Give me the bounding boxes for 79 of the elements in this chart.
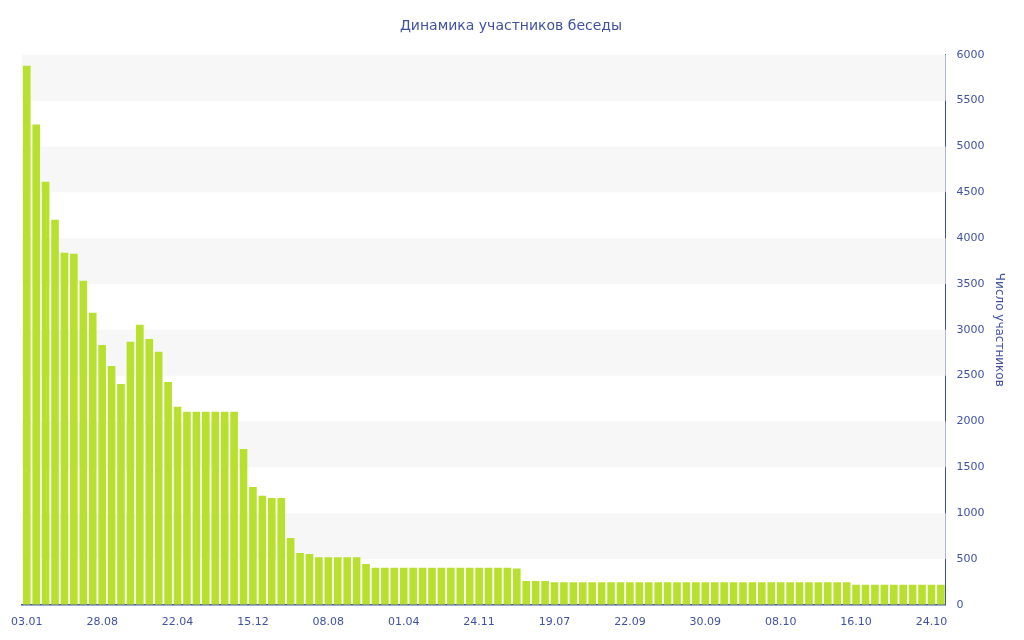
y-tick-label: 500 <box>956 551 978 565</box>
bar <box>362 564 370 605</box>
bar <box>126 341 135 605</box>
bar <box>541 580 549 605</box>
bar <box>739 582 747 605</box>
chart-title: Динамика участников беседы <box>399 17 623 34</box>
y-tick-label: 5500 <box>956 93 985 107</box>
bar <box>729 582 738 605</box>
y-tick-label: 2500 <box>956 368 985 382</box>
bar <box>60 252 69 605</box>
y-tick-label: 3500 <box>956 276 985 290</box>
bar <box>220 411 229 605</box>
y-tick-label: 2000 <box>956 414 985 428</box>
bar <box>428 567 436 605</box>
bar <box>352 557 361 605</box>
bar <box>597 582 606 605</box>
bar <box>616 582 625 605</box>
bar <box>324 557 333 605</box>
bar <box>239 448 248 605</box>
x-tick-label: 08.08 <box>312 615 345 629</box>
bar <box>776 582 785 605</box>
y-tick-label: 0 <box>956 597 964 611</box>
bar <box>286 537 295 605</box>
bar <box>560 582 568 605</box>
bar <box>937 584 945 605</box>
bar <box>475 567 483 605</box>
x-tick-label: 22.09 <box>614 615 646 629</box>
bar <box>635 582 644 605</box>
bar <box>852 584 860 605</box>
bar <box>550 582 559 605</box>
bar <box>258 495 267 605</box>
x-tick-label: 19.07 <box>538 615 571 629</box>
x-tick-label: 03.01 <box>11 615 43 629</box>
bar <box>607 582 615 605</box>
bar <box>805 582 813 605</box>
x-tick-label: 28.08 <box>86 615 118 629</box>
bar <box>315 557 323 605</box>
bar <box>663 582 672 605</box>
bar <box>296 553 304 605</box>
bar <box>249 487 257 605</box>
x-tick-label: 01.04 <box>387 615 420 629</box>
y-tick-label: 4500 <box>956 185 985 199</box>
bar <box>626 582 634 605</box>
y-tick-label: 1500 <box>956 460 985 474</box>
bar <box>918 584 926 605</box>
bar <box>79 280 88 605</box>
bar <box>41 181 50 605</box>
y-axis-title: Число участников <box>992 272 1007 387</box>
bar <box>183 411 191 605</box>
bar <box>70 253 78 605</box>
bar <box>814 582 823 605</box>
bar <box>842 582 851 605</box>
y-tick-label: 5000 <box>956 139 985 153</box>
x-tick-label: 16.10 <box>840 615 872 629</box>
y-tick-label: 6000 <box>956 47 985 61</box>
bar <box>871 584 879 605</box>
bar <box>795 582 804 605</box>
bar <box>305 553 314 605</box>
bar <box>230 411 238 605</box>
bar <box>173 406 182 605</box>
y-tick-label: 1000 <box>956 505 985 519</box>
bar <box>786 582 794 605</box>
y-tick-label: 3000 <box>956 322 985 336</box>
x-tick-label: 22.04 <box>161 615 194 629</box>
x-tick-label: 24.11 <box>463 615 495 629</box>
bar <box>117 383 125 605</box>
x-tick-label: 30.09 <box>689 615 722 629</box>
bar <box>569 582 578 605</box>
x-tick-label: 24.10 <box>915 615 948 629</box>
bar <box>673 582 681 605</box>
bar <box>682 582 691 605</box>
x-tick-label: 15.12 <box>237 615 269 629</box>
bar <box>494 567 502 605</box>
bar <box>748 582 757 605</box>
bar <box>51 219 59 605</box>
y-tick-label: 4000 <box>956 230 985 244</box>
bar <box>192 411 201 605</box>
x-tick-label: 08.10 <box>764 615 797 629</box>
bar <box>107 366 116 605</box>
